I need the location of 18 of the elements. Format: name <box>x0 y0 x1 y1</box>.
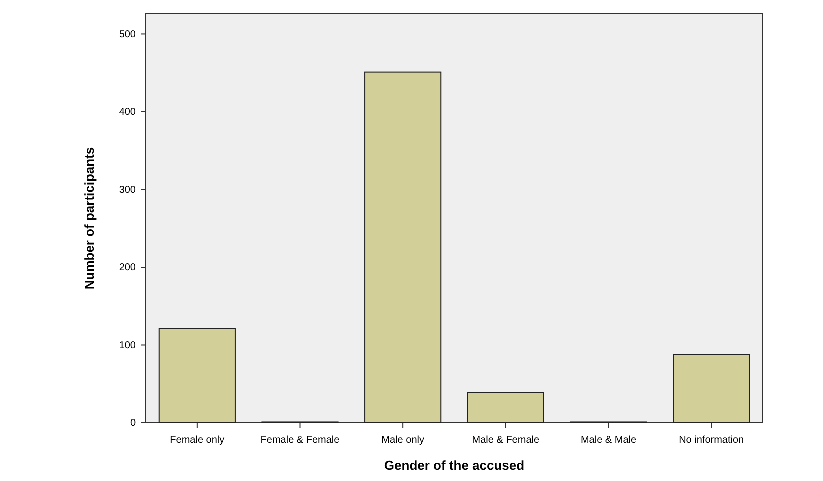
y-tick-label: 100 <box>119 340 136 352</box>
y-tick-label: 200 <box>119 262 136 274</box>
y-tick-label: 300 <box>119 184 136 196</box>
y-axis-title: Number of participants <box>82 147 97 290</box>
bar <box>673 354 750 424</box>
y-tick-label: 500 <box>119 29 136 40</box>
bar <box>467 392 544 424</box>
bar <box>364 72 442 424</box>
bar <box>158 328 236 424</box>
x-tick-label: Male & Female <box>472 435 540 446</box>
x-tick-label: Male & Male <box>580 435 637 446</box>
y-tick-label: 0 <box>130 418 136 430</box>
y-tick-label: 400 <box>119 107 136 118</box>
x-tick-label: Female only <box>170 435 225 446</box>
x-axis-title: Gender of the accused <box>384 458 525 473</box>
x-tick-label: No information <box>679 435 744 446</box>
x-tick-label: Female & Female <box>260 435 340 446</box>
x-tick-label: Male only <box>382 435 424 446</box>
